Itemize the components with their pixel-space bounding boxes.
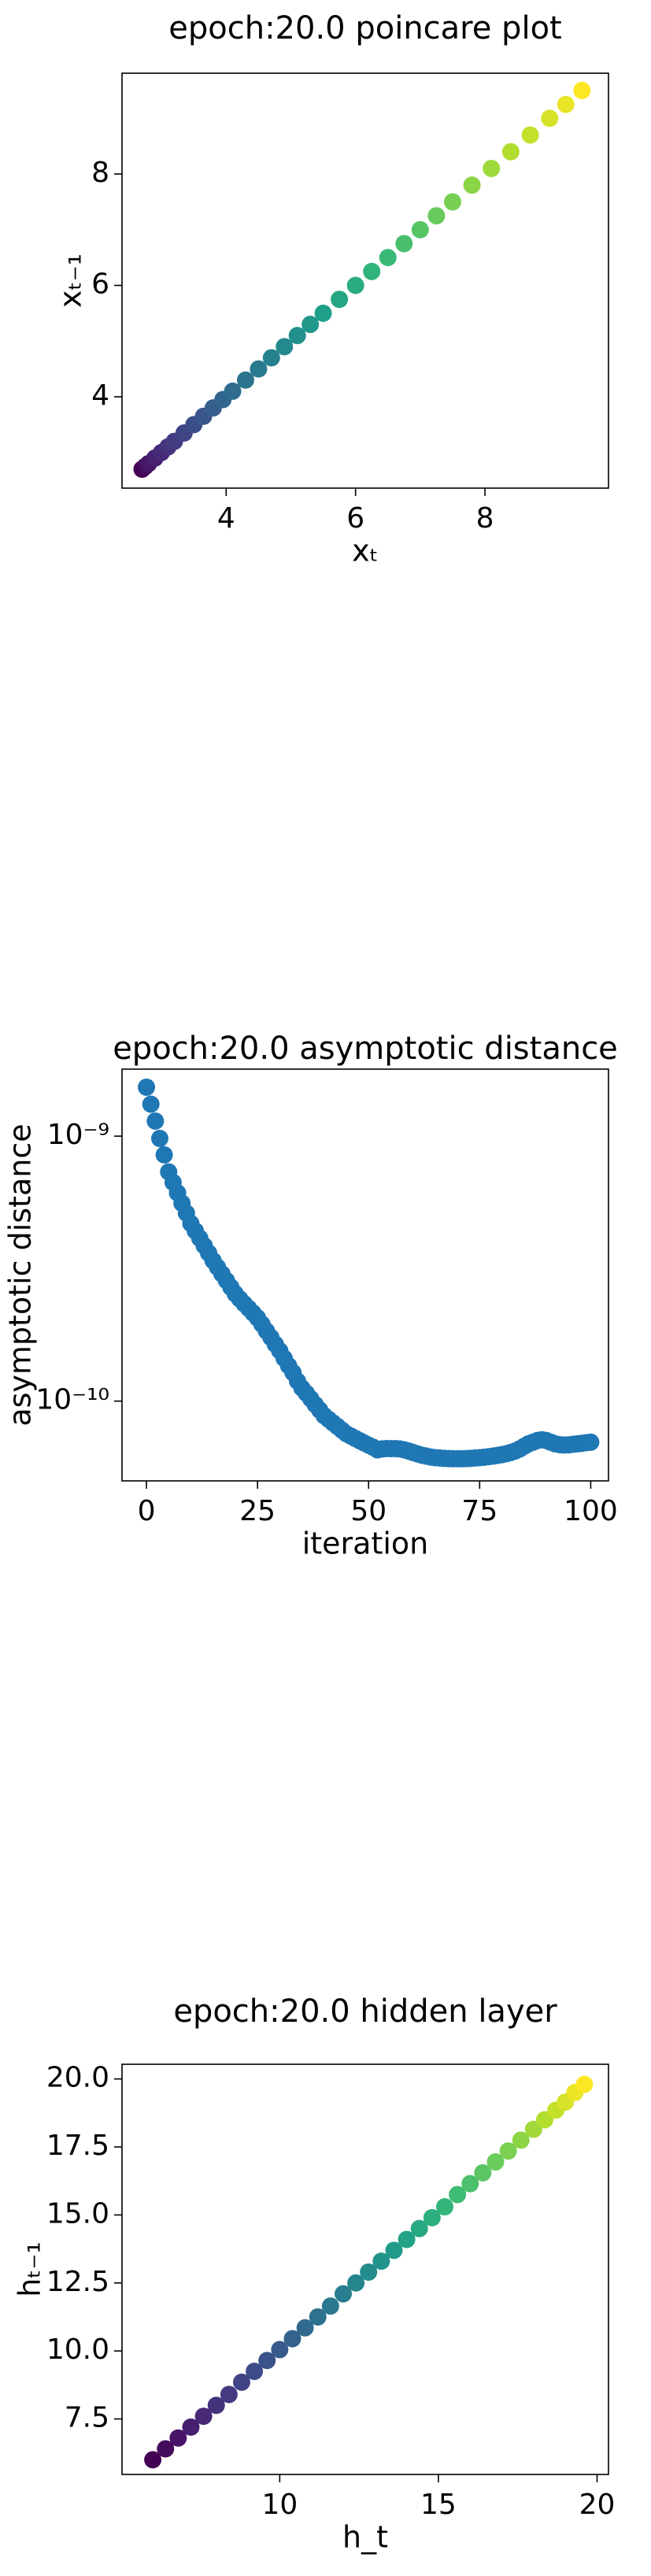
point: [157, 2440, 175, 2458]
y-axis-label: asymptotic distance: [3, 1123, 38, 1426]
chart-panel: epoch:20.0 hidden layer 10 15 20 7.5 10.0 12.5…: [13, 1993, 616, 2555]
y-tick-label: 4: [91, 379, 109, 412]
point: [449, 2186, 467, 2204]
point: [194, 2408, 213, 2426]
point: [207, 2396, 225, 2415]
point: [271, 2341, 289, 2359]
point: [346, 276, 364, 294]
point: [423, 2208, 441, 2226]
point: [501, 142, 520, 161]
x-tick-label: 6: [346, 502, 364, 535]
point: [314, 304, 332, 322]
x-tick-label: 50: [350, 1495, 387, 1527]
point: [169, 2429, 187, 2447]
point: [334, 2285, 352, 2303]
point: [363, 262, 381, 280]
point: [541, 109, 559, 128]
point: [258, 2352, 276, 2370]
point: [463, 176, 481, 194]
x-axis-label: h_t: [342, 2520, 388, 2555]
x-axis-label: xₜ: [352, 534, 379, 568]
y-tick-label: 20.0: [46, 2062, 109, 2094]
point: [283, 2330, 301, 2348]
plot-frame: [121, 1068, 609, 1482]
chart-panel: epoch:20.0 poincare plot 4 6 8 4 6 8 xₜ xₜ₋₁: [54, 10, 609, 568]
point: [512, 2131, 530, 2149]
point: [474, 2163, 492, 2182]
point: [461, 2174, 479, 2193]
point: [155, 1146, 173, 1164]
point: [360, 2263, 378, 2281]
y-tick-label: 10⁻⁹: [47, 1119, 109, 1151]
x-tick-label: 15: [420, 2489, 457, 2521]
point: [395, 235, 413, 253]
point: [321, 2297, 339, 2315]
y-tick-label: 12.5: [46, 2266, 109, 2298]
x-axis-label: iteration: [302, 1527, 429, 1561]
point: [573, 81, 591, 99]
point: [443, 193, 461, 211]
x-tick-label: 0: [138, 1495, 156, 1527]
point: [575, 2075, 594, 2093]
chart-panel: epoch:20.0 asymptotic distance 0 25 50 75 100…: [3, 1031, 618, 1561]
point: [557, 95, 575, 113]
point: [411, 220, 429, 239]
point: [232, 2373, 250, 2391]
point: [301, 316, 320, 334]
point: [138, 1078, 156, 1096]
plot-frame: [121, 2063, 609, 2475]
point: [182, 2418, 200, 2436]
point: [250, 360, 268, 378]
y-tick-label: 10.0: [46, 2334, 109, 2366]
point: [144, 2451, 162, 2469]
point: [435, 2198, 453, 2216]
point: [483, 159, 501, 177]
y-tick-label: 7.5: [65, 2402, 109, 2434]
x-tick-label: 8: [476, 502, 494, 535]
point: [220, 2385, 238, 2404]
chart-title: epoch:20.0 hidden layer: [173, 1993, 557, 2030]
y-tick-label: 8: [91, 157, 109, 189]
point: [150, 1130, 168, 1148]
y-tick-label: 17.5: [46, 2130, 109, 2162]
point: [486, 2153, 505, 2171]
point: [427, 207, 446, 225]
point: [236, 371, 254, 389]
y-tick-label: 10⁻¹⁰: [35, 1384, 109, 1416]
point: [582, 1433, 600, 1451]
point: [309, 2308, 327, 2326]
x-tick-label: 20: [579, 2489, 616, 2521]
point: [224, 382, 242, 400]
x-tick-label: 10: [261, 2489, 298, 2521]
x-tick-label: 75: [461, 1495, 497, 1527]
x-tick-label: 25: [239, 1495, 276, 1527]
plot-frame: [121, 72, 609, 489]
point: [499, 2142, 517, 2160]
y-axis-label: xₜ₋₁: [54, 254, 88, 308]
point: [398, 2230, 416, 2248]
y-axis-label: hₜ₋₁: [13, 2241, 47, 2297]
x-tick-label: 100: [564, 1495, 618, 1527]
point: [372, 2252, 390, 2271]
point: [262, 349, 280, 367]
point: [385, 2241, 403, 2260]
point: [146, 1112, 165, 1130]
point: [296, 2319, 314, 2337]
point: [410, 2219, 428, 2237]
point: [331, 291, 349, 309]
y-tick-label: 15.0: [46, 2197, 109, 2230]
point: [521, 126, 539, 144]
point: [379, 249, 397, 267]
y-tick-label: 6: [91, 268, 109, 301]
chart-title: epoch:20.0 poincare plot: [168, 10, 561, 46]
point: [347, 2274, 365, 2292]
chart-title: epoch:20.0 asymptotic distance: [113, 1031, 618, 1067]
point: [276, 338, 294, 356]
point: [246, 2363, 264, 2381]
point: [142, 1095, 160, 1113]
x-tick-label: 4: [217, 502, 235, 535]
point: [288, 327, 306, 345]
